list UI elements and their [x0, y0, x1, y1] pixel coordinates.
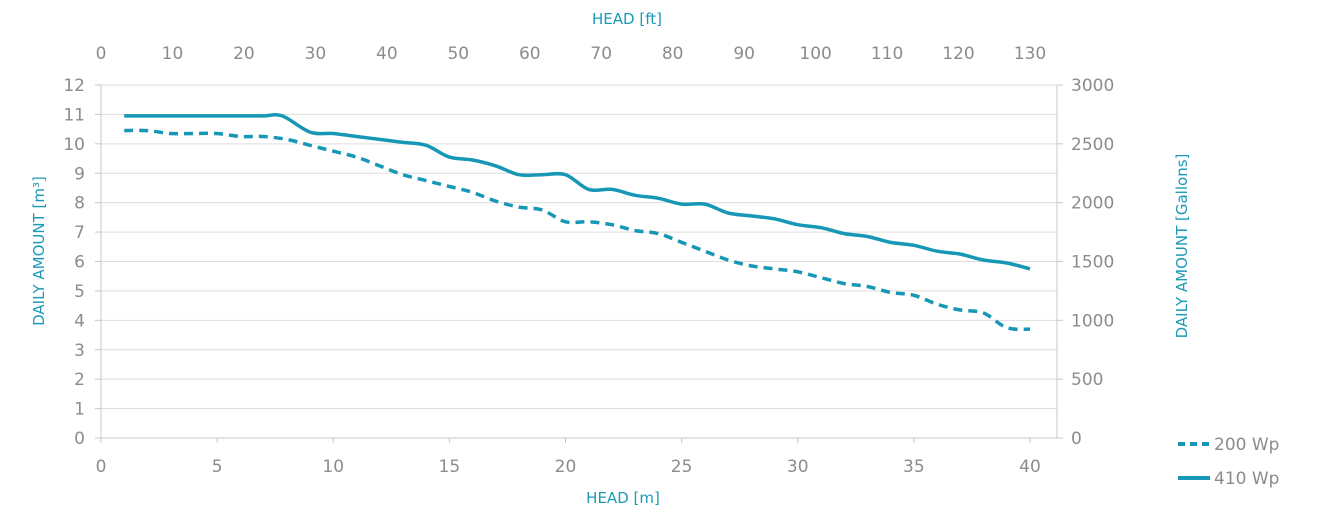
legend: 200 Wp 410 Wp	[1178, 435, 1279, 489]
tick-label: 40	[1019, 457, 1041, 477]
tick-label: 20	[555, 457, 577, 477]
tick-label: 5	[212, 457, 223, 477]
tick-label: 0	[96, 44, 107, 64]
tick-label: 1000	[1071, 311, 1114, 331]
tick-label: 110	[871, 44, 903, 64]
tick-label: 10	[63, 135, 85, 155]
tick-label: 3000	[1071, 76, 1114, 96]
x-axis-title-top: HEAD [ft]	[592, 10, 662, 28]
y-axis-title-left: DAILY AMOUNT [m³]	[30, 176, 48, 326]
tick-label: 1500	[1071, 253, 1114, 273]
tick-label: 130	[1014, 44, 1046, 64]
tick-label: 25	[671, 457, 693, 477]
right-y-tick-labels: 0 500 1000 1500 2000 2500 3000	[1057, 76, 1114, 449]
tick-label: 0	[74, 429, 85, 449]
tick-label: 10	[322, 457, 344, 477]
tick-label: 2	[74, 370, 85, 390]
x-axis-title-bottom: HEAD [m]	[586, 489, 660, 507]
tick-label: 50	[447, 44, 469, 64]
tick-label: 30	[305, 44, 327, 64]
bottom-x-tick-labels: 0 5 10 15 20 25 30 35 40	[96, 438, 1041, 477]
series-line-410-wp	[124, 112, 1031, 271]
y-axis-title-right: DAILY AMOUNT [Gallons]	[1173, 154, 1191, 339]
tick-label: 80	[662, 44, 684, 64]
tick-label: 6	[74, 253, 85, 273]
tick-label: 20	[233, 44, 255, 64]
tick-label: 2000	[1071, 194, 1114, 214]
tick-label: 120	[942, 44, 974, 64]
tick-label: 10	[162, 44, 184, 64]
tick-label: 1	[74, 400, 85, 420]
series-lines	[124, 112, 1031, 332]
tick-label: 0	[1071, 429, 1082, 449]
tick-label: 8	[74, 194, 85, 214]
tick-label: 11	[63, 105, 85, 125]
tick-label: 500	[1071, 370, 1103, 390]
legend-label-200wp: 200 Wp	[1214, 435, 1279, 455]
tick-label: 4	[74, 311, 85, 331]
tick-label: 7	[74, 223, 85, 243]
tick-label: 3	[74, 341, 85, 361]
tick-label: 60	[519, 44, 541, 64]
tick-label: 2500	[1071, 135, 1114, 155]
tick-label: 30	[787, 457, 809, 477]
tick-label: 35	[903, 457, 925, 477]
tick-label: 9	[74, 164, 85, 184]
tick-label: 15	[439, 457, 461, 477]
tick-label: 5	[74, 282, 85, 302]
tick-label: 90	[733, 44, 755, 64]
tick-label: 40	[376, 44, 398, 64]
legend-label-410wp: 410 Wp	[1214, 469, 1279, 489]
series-line-200-wp	[124, 128, 1031, 332]
tick-label: 12	[63, 76, 85, 96]
top-x-tick-labels: 0 10 20 30 40 50 60 70 80 90 100 110 120 130	[96, 44, 1047, 64]
tick-label: 0	[96, 457, 107, 477]
tick-label: 100	[799, 44, 831, 64]
tick-label: 70	[590, 44, 612, 64]
